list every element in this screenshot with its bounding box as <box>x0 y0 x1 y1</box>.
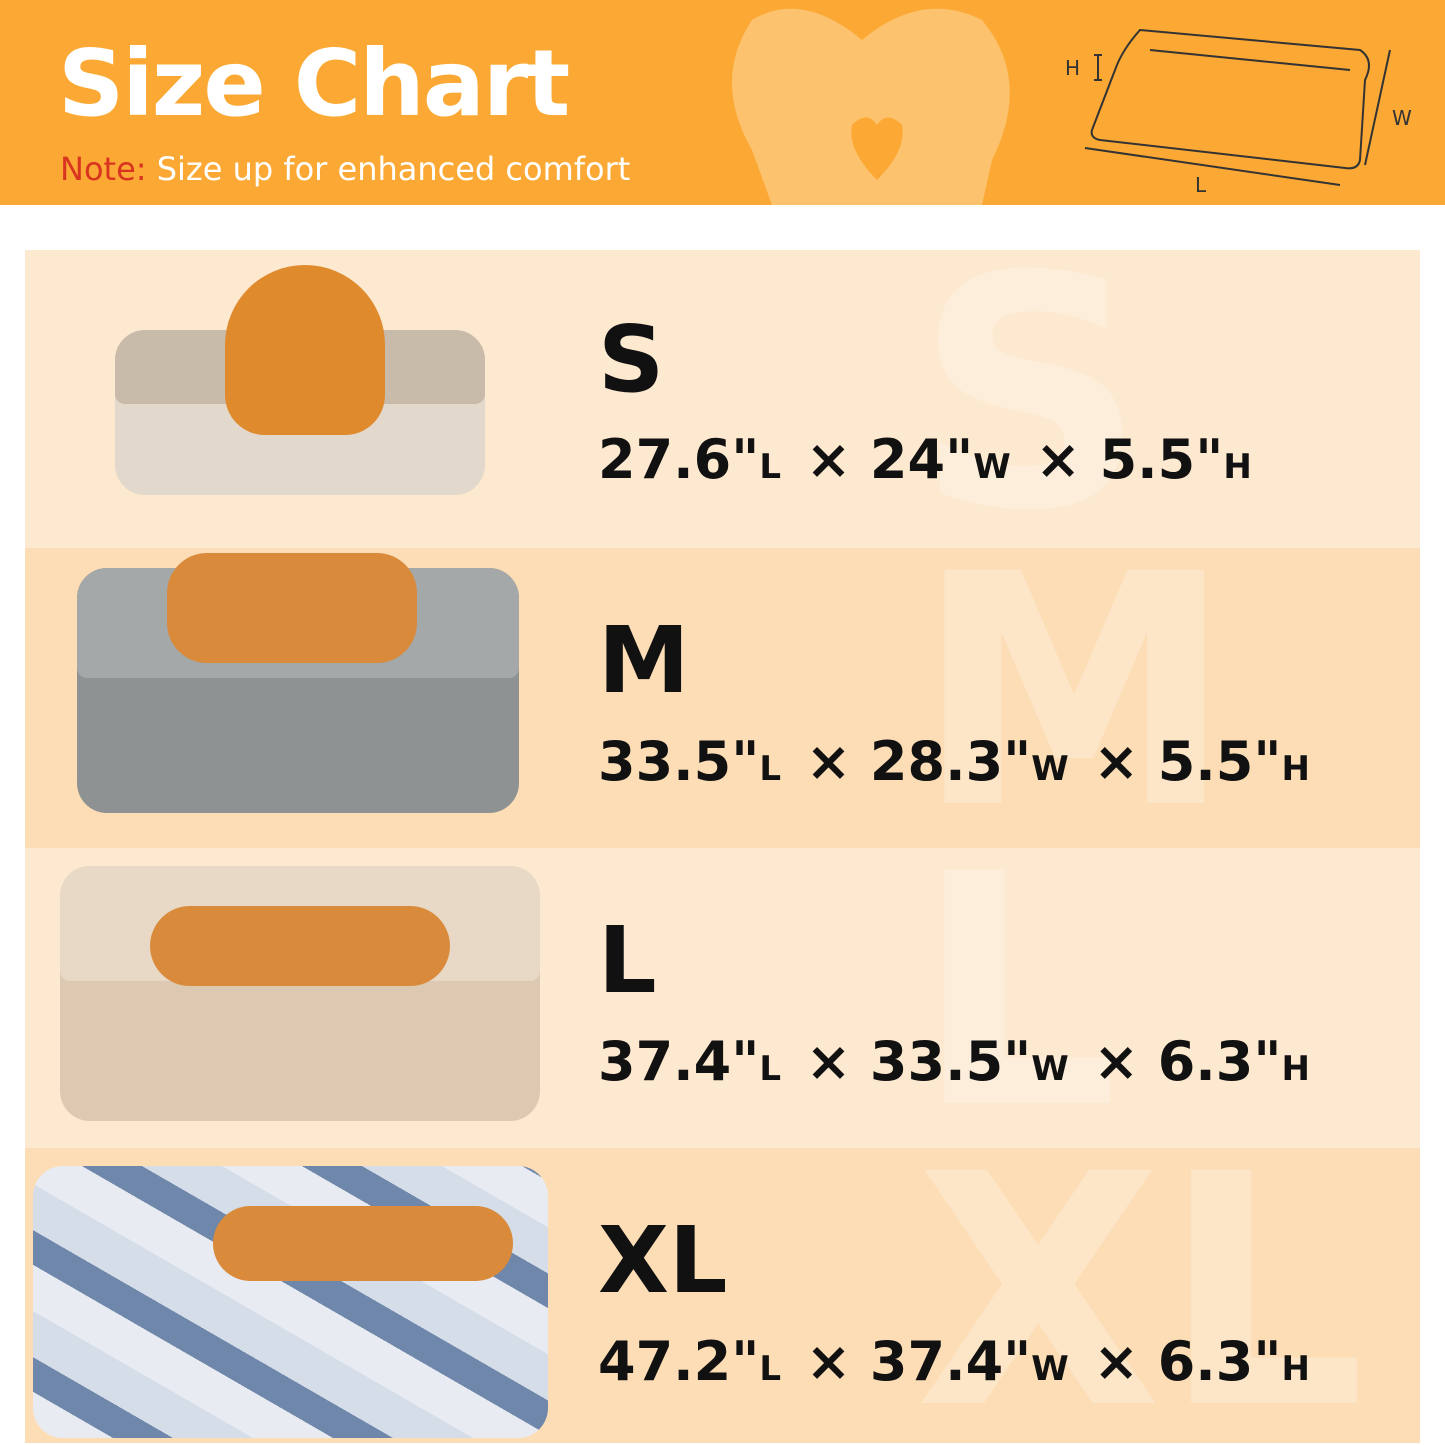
watermark-letter: XL <box>915 1153 1366 1433</box>
bed-image-l <box>60 866 540 1121</box>
size-row-l: L L 37.4"L × 33.5"W × 6.3"H <box>25 848 1420 1148</box>
diagram-w-label: W <box>1392 106 1412 130</box>
header-banner: Size Chart Note: Size up for enhanced co… <box>0 0 1445 205</box>
dimensions: 47.2"L × 37.4"W × 6.3"H <box>598 1330 1310 1393</box>
size-label: L <box>598 907 657 1014</box>
diagram-l-label: L <box>1195 173 1207 197</box>
bed-image-m <box>77 553 519 813</box>
note: Note: Size up for enhanced comfort <box>60 150 630 188</box>
note-text: Size up for enhanced comfort <box>146 150 631 188</box>
size-label: XL <box>598 1207 728 1314</box>
dog-silhouette-icon <box>732 8 1010 205</box>
watermark-letter: M <box>915 553 1234 833</box>
bed-image-s <box>115 265 485 495</box>
page-title: Size Chart <box>58 30 570 137</box>
size-row-xl: XL XL 47.2"L × 37.4"W × 6.3"H <box>25 1148 1420 1443</box>
size-table: S S 27.6"L × 24"W × 5.5"H M M 33.5"L × 2… <box>25 250 1420 1445</box>
diagram-h-label: H <box>1065 56 1080 80</box>
size-row-m: M M 33.5"L × 28.3"W × 5.5"H <box>25 548 1420 848</box>
dimensions: 33.5"L × 28.3"W × 5.5"H <box>598 730 1310 793</box>
size-label: S <box>598 306 665 413</box>
watermark-letter: L <box>915 853 1119 1133</box>
dimensions: 27.6"L × 24"W × 5.5"H <box>598 428 1252 491</box>
watermark-letter: S <box>915 255 1146 535</box>
note-label: Note: <box>60 150 147 188</box>
size-label: M <box>598 607 690 714</box>
size-row-s: S S 27.6"L × 24"W × 5.5"H <box>25 250 1420 550</box>
dimensions: 37.4"L × 33.5"W × 6.3"H <box>598 1030 1310 1093</box>
bed-dimension-diagram: H W L <box>1065 28 1412 197</box>
bed-image-xl <box>33 1166 548 1438</box>
